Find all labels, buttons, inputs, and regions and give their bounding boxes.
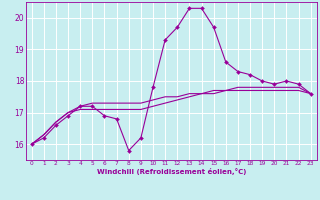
X-axis label: Windchill (Refroidissement éolien,°C): Windchill (Refroidissement éolien,°C) <box>97 168 246 175</box>
